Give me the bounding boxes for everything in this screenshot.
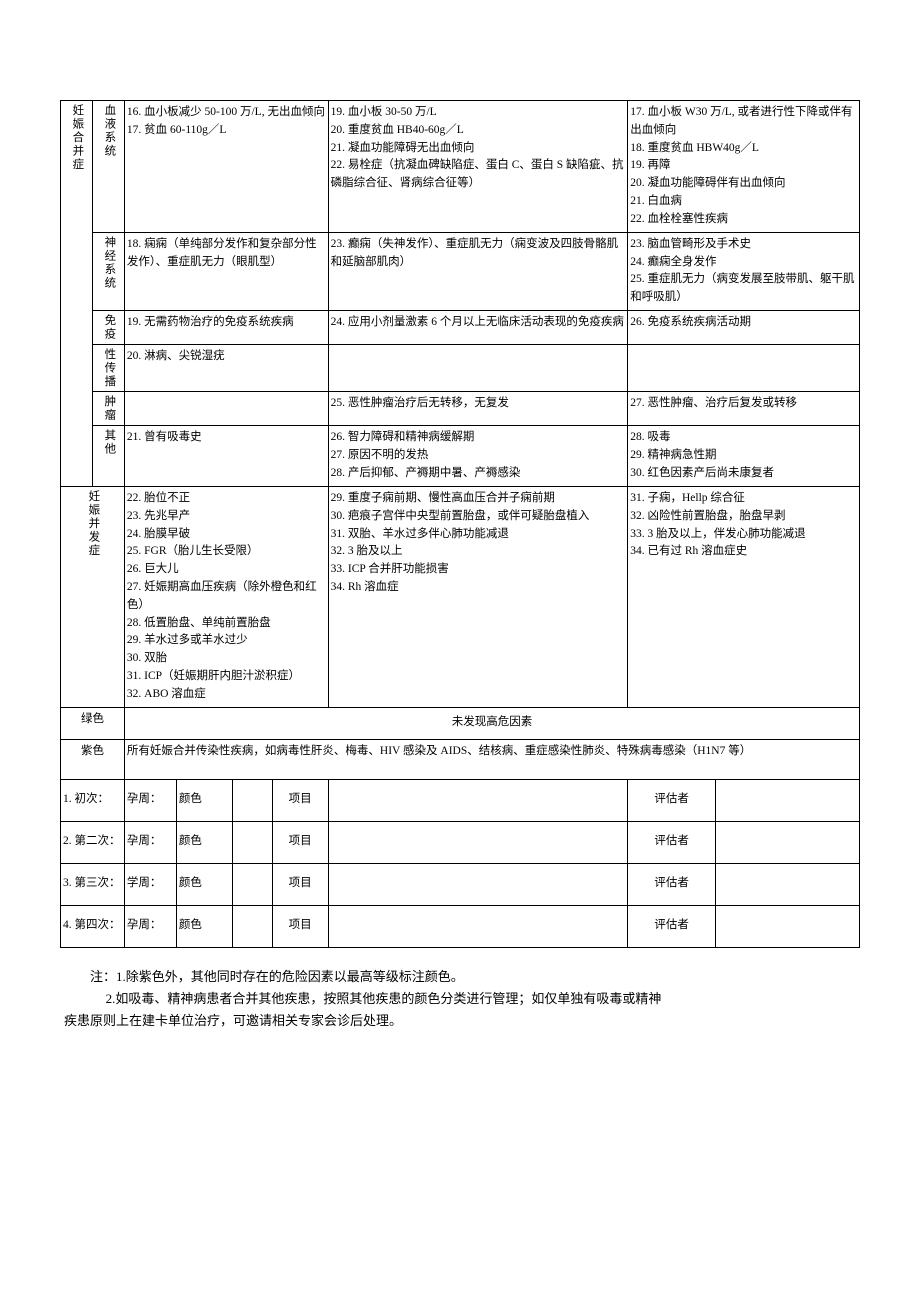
other-col-c: 28. 吸毒29. 精神病急性期30. 红色因素产后尚未康复者 bbox=[628, 426, 860, 486]
assess-item-label: 项目 bbox=[272, 821, 328, 863]
cat-green: 绿色 bbox=[61, 707, 125, 739]
assess-color-value[interactable] bbox=[232, 821, 272, 863]
note-line-1: 注：1.除紫色外，其他同时存在的危险因素以最高等级标注颜色。 bbox=[64, 966, 856, 988]
assess-item-label: 项目 bbox=[272, 779, 328, 821]
sex-col-b bbox=[328, 344, 628, 392]
assess-assessor-label: 评估者 bbox=[628, 779, 716, 821]
assess-label: 2. 第二次： bbox=[61, 821, 125, 863]
blood-col-c: 17. 血小板 W30 万/L, 或者进行性下降或伴有出血倾向18. 重度贫血 … bbox=[628, 101, 860, 233]
note-line-2: 2.如吸毒、精神病患者合并其他疾患，按照其他疾患的颜色分类进行管理；如仅单独有吸… bbox=[64, 988, 856, 1010]
assess-row-3: 3. 第三次： 学周： 颜色 项目 评估者 bbox=[61, 863, 860, 905]
blood-col-b: 19. 血小板 30-50 万/L20. 重度贫血 HB40-60g／L21. … bbox=[328, 101, 628, 233]
assess-row-4: 4. 第四次： 孕周： 颜色 项目 评估者 bbox=[61, 905, 860, 947]
assess-week: 孕周： bbox=[124, 905, 176, 947]
nerve-col-c: 23. 脑血管畸形及手术史24. 癫痫全身发作25. 重症肌无力（病变发展至肢带… bbox=[628, 232, 860, 310]
assess-color-value[interactable] bbox=[232, 905, 272, 947]
assess-item-value[interactable] bbox=[328, 905, 628, 947]
sys-sex: 性传播 bbox=[92, 344, 124, 392]
assess-label: 4. 第四次： bbox=[61, 905, 125, 947]
assess-color-label: 颜色 bbox=[176, 905, 232, 947]
nerve-col-b: 23. 癫痫（失神发作）、重症肌无力（痫变波及四肢骨骼肌和延脑部肌肉） bbox=[328, 232, 628, 310]
purple-text: 所有妊娠合并传染性疾病，如病毒性肝炎、梅毒、HIV 感染及 AIDS、结核病、重… bbox=[124, 739, 859, 779]
assess-item-value[interactable] bbox=[328, 821, 628, 863]
nerve-col-a: 18. 痫痫（单纯部分发作和复杂部分性发作）、重症肌无力（眼肌型） bbox=[124, 232, 328, 310]
assess-item-label: 项目 bbox=[272, 863, 328, 905]
sys-immune: 免疫 bbox=[92, 310, 124, 344]
assess-item-value[interactable] bbox=[328, 779, 628, 821]
assess-week: 孕周： bbox=[124, 779, 176, 821]
assess-assessor-value[interactable] bbox=[716, 863, 860, 905]
tumor-col-a bbox=[124, 392, 328, 426]
assess-assessor-value[interactable] bbox=[716, 905, 860, 947]
sex-col-a: 20. 淋病、尖锐湿疣 bbox=[124, 344, 328, 392]
assess-label: 3. 第三次： bbox=[61, 863, 125, 905]
immune-col-a: 19. 无需药物治疗的免疫系统疾病 bbox=[124, 310, 328, 344]
assess-item-label: 项目 bbox=[272, 905, 328, 947]
risk-table: 妊娠合并症 血液系统 16. 血小板减少 50-100 万/L, 无出血倾向17… bbox=[60, 100, 860, 948]
assess-assessor-value[interactable] bbox=[716, 779, 860, 821]
assess-row-2: 2. 第二次： 孕周： 颜色 项目 评估者 bbox=[61, 821, 860, 863]
assess-color-value[interactable] bbox=[232, 779, 272, 821]
assess-assessor-label: 评估者 bbox=[628, 905, 716, 947]
assess-week: 学周： bbox=[124, 863, 176, 905]
assess-label: 1. 初次： bbox=[61, 779, 125, 821]
immune-col-c: 26. 免疫系统疾病活动期 bbox=[628, 310, 860, 344]
other-col-b: 26. 智力障碍和精神病缓解期27. 原因不明的发热28. 产后抑郁、产褥期中暑… bbox=[328, 426, 628, 486]
blood-col-a: 16. 血小板减少 50-100 万/L, 无出血倾向17. 贫血 60-110… bbox=[124, 101, 328, 233]
sys-tumor: 肿瘤 bbox=[92, 392, 124, 426]
tumor-col-b: 25. 恶性肿瘤治疗后无转移，无复发 bbox=[328, 392, 628, 426]
note-line-3: 疾患原则上在建卡单位治疗，可邀请相关专家会诊后处理。 bbox=[64, 1010, 856, 1032]
cat-purple: 紫色 bbox=[61, 739, 125, 779]
assess-assessor-label: 评估者 bbox=[628, 821, 716, 863]
assess-color-label: 颜色 bbox=[176, 821, 232, 863]
assess-week: 孕周： bbox=[124, 821, 176, 863]
preg-col-a: 22. 胎位不正23. 先兆早产24. 胎膜早破25. FGR（胎儿生长受限）2… bbox=[124, 486, 328, 707]
assess-assessor-value[interactable] bbox=[716, 821, 860, 863]
footnotes: 注：1.除紫色外，其他同时存在的危险因素以最高等级标注颜色。 2.如吸毒、精神病… bbox=[60, 966, 860, 1032]
tumor-col-c: 27. 恶性肿瘤、治疗后复发或转移 bbox=[628, 392, 860, 426]
cat-pregnancy-complication: 妊娠合并症 bbox=[61, 101, 93, 487]
preg-col-c: 31. 子痫，Hellp 综合征32. 凶险性前置胎盘，胎盘早剥33. 3 胎及… bbox=[628, 486, 860, 707]
cat-preg-complication: 妊娠并发症 bbox=[61, 486, 125, 707]
sys-other: 其他 bbox=[92, 426, 124, 486]
preg-col-b: 29. 重度子痫前期、慢性高血压合并子痫前期30. 疤痕子宫伴中央型前置胎盘，或… bbox=[328, 486, 628, 707]
assess-assessor-label: 评估者 bbox=[628, 863, 716, 905]
sex-col-c bbox=[628, 344, 860, 392]
immune-col-b: 24. 应用小剂量激素 6 个月以上无临床活动表现的免疫疾病 bbox=[328, 310, 628, 344]
assess-row-1: 1. 初次： 孕周： 颜色 项目 评估者 bbox=[61, 779, 860, 821]
green-text: 未发现高危因素 bbox=[124, 707, 859, 739]
assess-item-value[interactable] bbox=[328, 863, 628, 905]
assess-color-label: 颜色 bbox=[176, 863, 232, 905]
sys-nerve: 神经系统 bbox=[92, 232, 124, 310]
other-col-a: 21. 曾有吸毒史 bbox=[124, 426, 328, 486]
assess-color-label: 颜色 bbox=[176, 779, 232, 821]
sys-blood: 血液系统 bbox=[92, 101, 124, 233]
assess-color-value[interactable] bbox=[232, 863, 272, 905]
